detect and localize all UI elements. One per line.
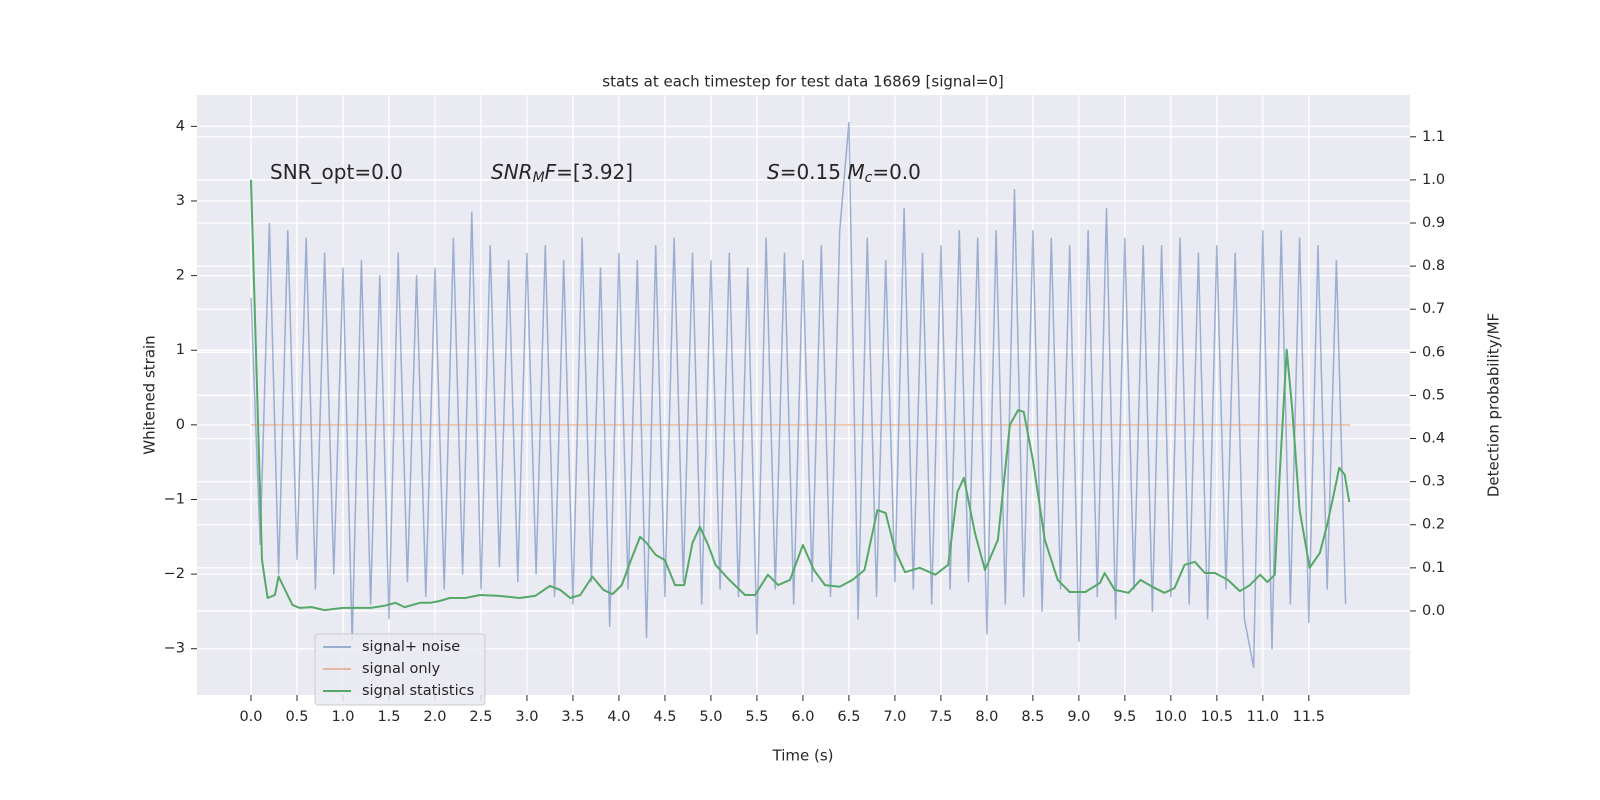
y2-tick-label: 1.0 (1422, 172, 1445, 188)
y-tick-label: 4 (176, 118, 185, 134)
y2-tick-label: 0.1 (1422, 560, 1445, 576)
y2-tick-label: 0.8 (1422, 258, 1445, 274)
x-tick-label: 5.5 (745, 709, 768, 725)
annotation-part: M (533, 170, 545, 186)
x-tick-label: 5.0 (699, 709, 722, 725)
x-tick-label: 0.5 (285, 709, 308, 725)
y2-tick-label: 0.2 (1422, 517, 1445, 533)
x-tick-label: 8.0 (975, 709, 998, 725)
y2-tick-label: 0.5 (1422, 387, 1445, 403)
x-tick-label: 4.0 (607, 709, 630, 725)
x-tick-label: 2.5 (469, 709, 492, 725)
y-tick-label: 2 (176, 268, 185, 284)
y2-tick-label: 0.3 (1422, 474, 1445, 490)
y2-tick-label: 0.9 (1422, 215, 1445, 231)
x-tick-label: 7.0 (883, 709, 906, 725)
annotation-part: S (767, 160, 780, 184)
y-tick-label: 1 (176, 342, 185, 358)
y2-tick-label: 0.6 (1422, 344, 1445, 360)
annotation-part: F (545, 160, 557, 184)
x-tick-label: 10.0 (1155, 709, 1187, 725)
annotation-part: SNR_opt=0.0 (270, 160, 403, 184)
x-tick-label: 9.5 (1113, 709, 1136, 725)
annotation-part: M (847, 160, 864, 184)
y-tick-label: 0 (176, 417, 185, 433)
x-tick-label: 11.0 (1247, 709, 1279, 725)
x-tick-label: 10.5 (1201, 709, 1233, 725)
y2-tick-label: 0.4 (1422, 431, 1445, 447)
y-tick-label: −2 (164, 566, 185, 582)
x-tick-label: 3.5 (561, 709, 584, 725)
x-tick-label: 8.5 (1021, 709, 1044, 725)
annotation: S=0.15 Mc=0.0 (767, 160, 921, 187)
grid (197, 95, 1410, 695)
x-tick-label: 7.5 (929, 709, 952, 725)
x-tick-label: 2.0 (423, 709, 446, 725)
x-tick-label: 6.5 (837, 709, 860, 725)
annotation-part: =[3.92] (556, 160, 633, 184)
y2-tick-label: 0.7 (1422, 301, 1445, 317)
series-line (250, 179, 1351, 612)
legend-label: signal+ noise (362, 639, 460, 655)
chart-title: stats at each timestep for test data 168… (602, 73, 1003, 91)
annotation-part: =0.0 (872, 160, 921, 184)
x-tick-label: 3.0 (515, 709, 538, 725)
y-tick-label: −3 (164, 641, 185, 657)
annotation: SNRMF=[3.92] (491, 160, 633, 187)
y2-tick-label: 1.1 (1422, 129, 1445, 145)
x-tick-label: 1.5 (377, 709, 400, 725)
legend-box (314, 633, 486, 706)
y2-axis-label: Detection probability/MF (1485, 313, 1503, 497)
x-tick-label: 6.0 (791, 709, 814, 725)
x-tick-label: 9.0 (1067, 709, 1090, 725)
x-tick-label: 0.0 (239, 709, 262, 725)
y2-tick-label: 0.0 (1422, 603, 1445, 619)
y-axis-label: Whitened strain (141, 335, 159, 454)
annotation-part: c (865, 170, 873, 186)
annotation-part: SNR (491, 160, 533, 184)
x-tick-label: 11.5 (1293, 709, 1325, 725)
y-tick-label: 3 (176, 193, 185, 209)
x-axis-label: Time (s) (772, 747, 834, 765)
annotation: SNR_opt=0.0 (270, 160, 403, 184)
legend-label: signal statistics (362, 683, 474, 699)
x-tick-label: 4.5 (653, 709, 676, 725)
x-tick-label: 1.0 (331, 709, 354, 725)
y-tick-label: −1 (164, 491, 185, 507)
annotation-part: =0.15 (780, 160, 848, 184)
legend-label: signal only (362, 661, 441, 677)
series-line (250, 121, 1347, 669)
